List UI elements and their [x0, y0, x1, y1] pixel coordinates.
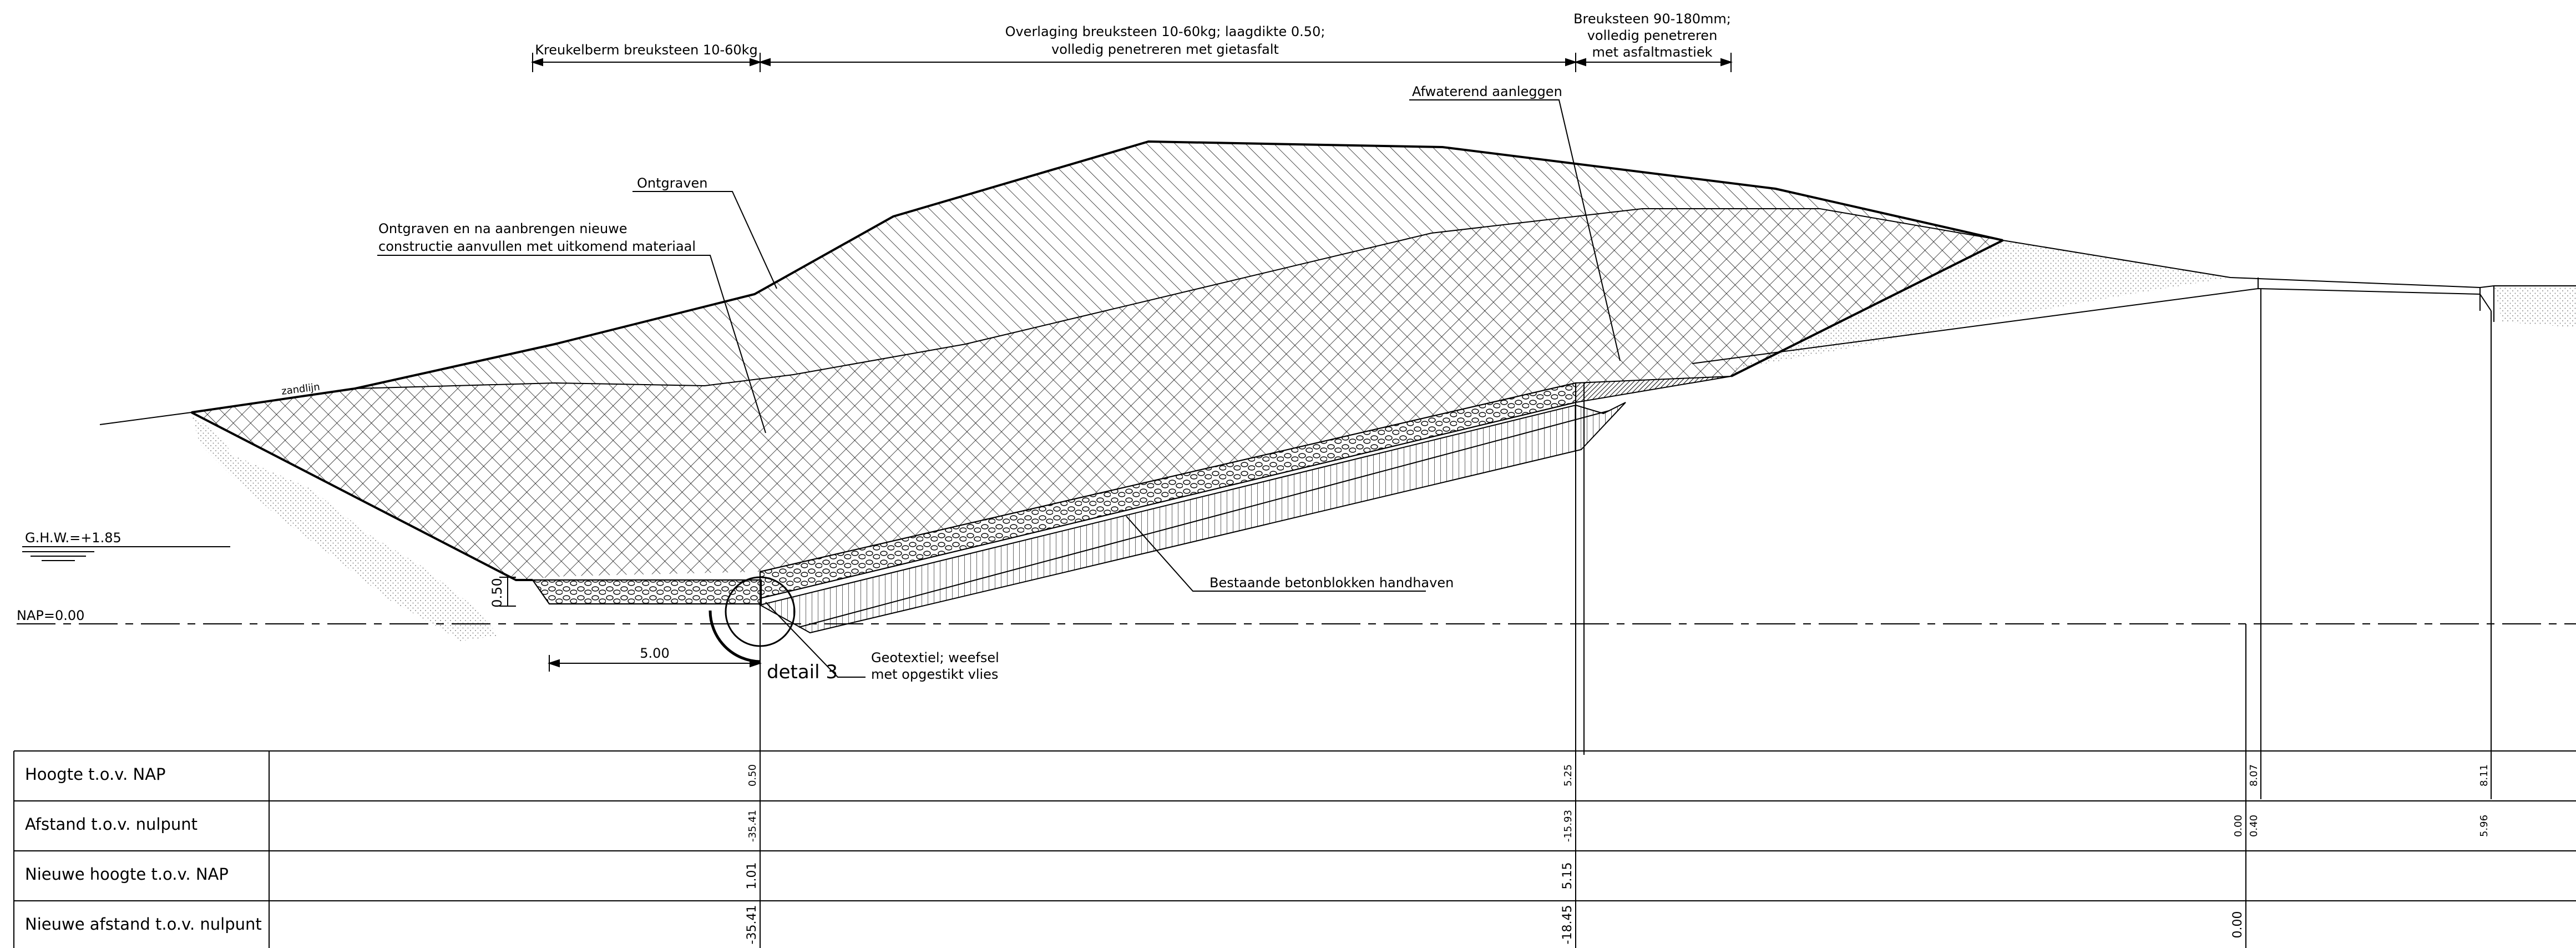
- station-lines: [760, 289, 2492, 948]
- label-ghw: G.H.W.=+1.85: [25, 530, 122, 546]
- cell-nieuwe-afstand-1: -35.41: [745, 905, 759, 945]
- label-overlaging-2: volledig penetreren met gietasfalt: [1051, 42, 1279, 57]
- cell-hoogte-1: 0.50: [747, 764, 758, 786]
- row-label-hoogte: Hoogte t.o.v. NAP: [25, 765, 166, 784]
- row-label-afstand: Afstand t.o.v. nulpunt: [25, 815, 198, 834]
- detail-3-arc: [708, 610, 761, 663]
- water-level-symbol: [22, 551, 94, 561]
- cell-nieuwe-afstand-3: 0.00: [2231, 911, 2245, 939]
- label-betonblokken: Bestaande betonblokken handhaven: [1209, 575, 1454, 591]
- profile-data-table: [13, 750, 2576, 948]
- leader-lines: [377, 99, 1621, 678]
- label-dim-500: 5.00: [640, 646, 669, 661]
- cell-afstand-3: 0.00: [2233, 815, 2244, 837]
- sand-fill-left: [191, 414, 499, 641]
- cell-hoogte-2: 5.25: [1562, 764, 1574, 786]
- label-kreukelberm: Kreukelberm breuksteen 10-60kg: [535, 42, 758, 58]
- label-overlaging-1: Overlaging breuksteen 10-60kg; laagdikte…: [1005, 24, 1325, 39]
- cell-nieuwe-hoogte-2: 5.15: [1561, 863, 1575, 890]
- label-ontgraven-nieuw-1: Ontgraven en na aanbrengen nieuwe: [378, 221, 627, 236]
- row-label-nieuwe-hoogte: Nieuwe hoogte t.o.v. NAP: [25, 865, 229, 884]
- top-dimension-lines: [530, 53, 1733, 72]
- label-detail-3: detail 3: [767, 661, 838, 683]
- label-breuksteen-3: met asfaltmastiek: [1592, 44, 1713, 60]
- cell-afstand-5: 5.96: [2478, 815, 2490, 837]
- label-nap: NAP=0.00: [17, 608, 84, 623]
- dim-050: [499, 577, 516, 607]
- sand-fill-right: [1725, 240, 2576, 371]
- table-values: 0.50 5.25 8.07 8.11 -35.41 -15.93 0.00 0…: [745, 764, 2490, 945]
- cell-afstand-1: -35.41: [747, 810, 758, 842]
- label-breuksteen-1: Breuksteen 90-180mm;: [1573, 11, 1731, 27]
- cell-hoogte-3: 8.07: [2248, 764, 2260, 786]
- label-breuksteen-2: volledig penetreren: [1587, 28, 1718, 43]
- table-labels: Hoogte t.o.v. NAP Afstand t.o.v. nulpunt…: [25, 765, 262, 934]
- annotations: Kreukelberm breuksteen 10-60kg Overlagin…: [17, 11, 1731, 683]
- cell-hoogte-4: 8.11: [2478, 764, 2490, 786]
- cell-nieuwe-hoogte-1: 1.01: [745, 863, 759, 890]
- row-label-nieuwe-afstand: Nieuwe afstand t.o.v. nulpunt: [25, 915, 262, 934]
- label-dim-050: 0.50: [489, 578, 505, 607]
- cell-afstand-2: -15.93: [1562, 810, 1574, 842]
- label-ontgraven: Ontgraven: [637, 175, 708, 191]
- label-ontgraven-nieuw-2: constructie aanvullen met uitkomend mate…: [378, 239, 696, 254]
- profile-outlines: [99, 140, 2576, 628]
- cell-afstand-4: 0.40: [2248, 815, 2260, 837]
- label-afwaterend: Afwaterend aanleggen: [1412, 84, 1562, 99]
- cell-nieuwe-afstand-2: -18.45: [1561, 905, 1575, 945]
- toe-berm: [531, 579, 762, 605]
- label-geotextiel-1: Geotextiel; weefsel: [871, 650, 999, 665]
- label-geotextiel-2: met opgestikt vlies: [871, 667, 998, 682]
- detail-3-circle: [725, 576, 796, 647]
